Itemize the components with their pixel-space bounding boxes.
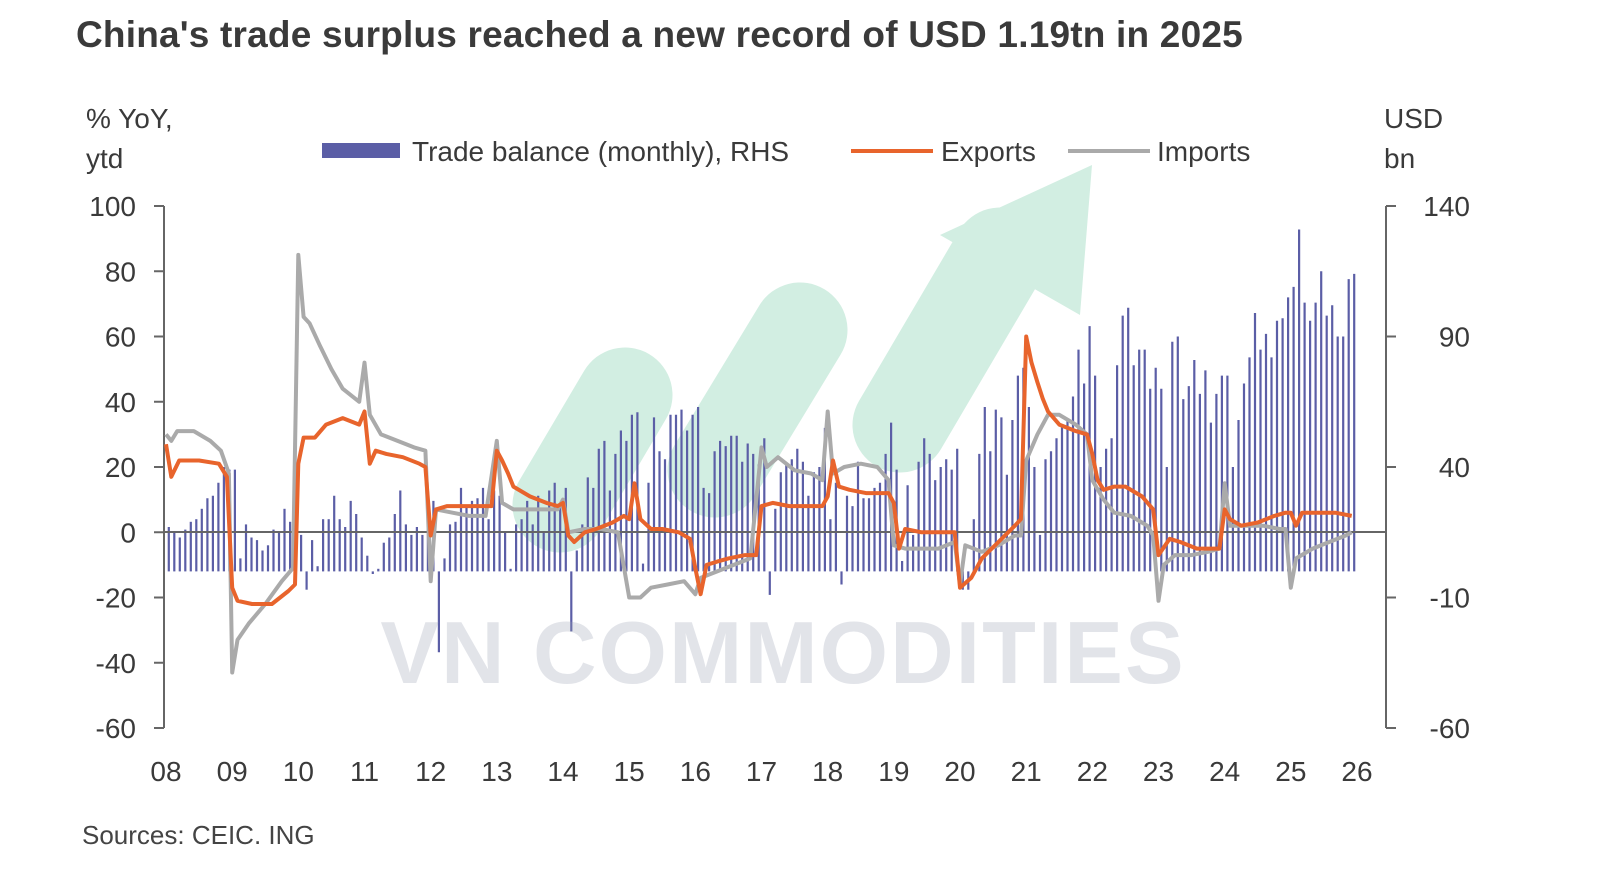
x-tick-label: 13 (481, 756, 512, 787)
right-tick-label: 90 (1439, 322, 1470, 353)
left-tick-label: -60 (96, 713, 136, 744)
right-tick-label: -10 (1430, 583, 1470, 614)
x-tick-label: 24 (1209, 756, 1240, 787)
x-tick-label: 14 (547, 756, 578, 787)
left-tick-label: -40 (96, 648, 136, 679)
watermark-arrow-head (940, 165, 1092, 315)
watermark-arrow-stroke-3 (852, 207, 1048, 473)
x-tick-label: 19 (878, 756, 909, 787)
x-tick-label: 12 (415, 756, 446, 787)
legend-label-trade-balance: Trade balance (monthly), RHS (412, 136, 789, 167)
x-tick-label: 20 (944, 756, 975, 787)
source-note: Sources: CEIC. ING (82, 820, 315, 850)
x-tick-label: 26 (1341, 756, 1372, 787)
left-axis-label-line-1: % YoY, (86, 103, 173, 134)
left-axis-ticks: 100 80 60 40 20 0 -20 -40 -60 (89, 191, 164, 744)
left-tick-label: -20 (96, 583, 136, 614)
x-tick-label: 25 (1275, 756, 1306, 787)
left-tick-label: 60 (105, 322, 136, 353)
legend-label-exports: Exports (941, 136, 1036, 167)
right-axis-ticks: 140 90 40 -10 -60 (1386, 191, 1470, 744)
left-tick-label: 100 (89, 191, 136, 222)
x-tick-label: 22 (1077, 756, 1108, 787)
x-tick-label: 18 (812, 756, 843, 787)
watermark-text: VN COMMODITIES (380, 603, 1185, 702)
imports-series-line (164, 252, 1353, 675)
x-tick-label: 21 (1011, 756, 1042, 787)
watermark-arrows (512, 165, 1092, 553)
right-tick-label: -60 (1430, 713, 1470, 744)
legend-label-imports: Imports (1157, 136, 1250, 167)
left-tick-label: 40 (105, 387, 136, 418)
page-title: China's trade surplus reached a new reco… (76, 14, 1243, 55)
x-tick-label: 16 (680, 756, 711, 787)
right-tick-label: 40 (1439, 452, 1470, 483)
x-tick-label: 23 (1143, 756, 1174, 787)
x-tick-label: 10 (283, 756, 314, 787)
x-axis-ticks: 08 09 10 11 12 13 14 15 16 17 18 19 20 21 22 23 24 25 26 (150, 756, 1372, 787)
left-tick-label: 0 (120, 517, 136, 548)
watermark-arrow-stroke-2 (667, 282, 848, 518)
x-tick-label: 15 (614, 756, 645, 787)
right-axis-label-line-2: bn (1384, 143, 1415, 174)
exports-series-line (164, 334, 1353, 606)
watermark-arrow-stroke-1 (512, 347, 673, 553)
x-tick-label: 08 (150, 756, 181, 787)
legend-swatch-trade-balance (322, 143, 400, 158)
x-tick-label: 09 (217, 756, 248, 787)
left-axis-label-line-2: ytd (86, 143, 123, 174)
left-tick-label: 20 (105, 452, 136, 483)
x-tick-label: 11 (350, 756, 379, 787)
left-tick-label: 80 (105, 256, 136, 287)
right-axis-label-line-1: USD (1384, 103, 1443, 134)
legend: Trade balance (monthly), RHS Exports Imp… (322, 136, 1250, 167)
right-tick-label: 140 (1423, 191, 1470, 222)
x-tick-label: 17 (746, 756, 777, 787)
